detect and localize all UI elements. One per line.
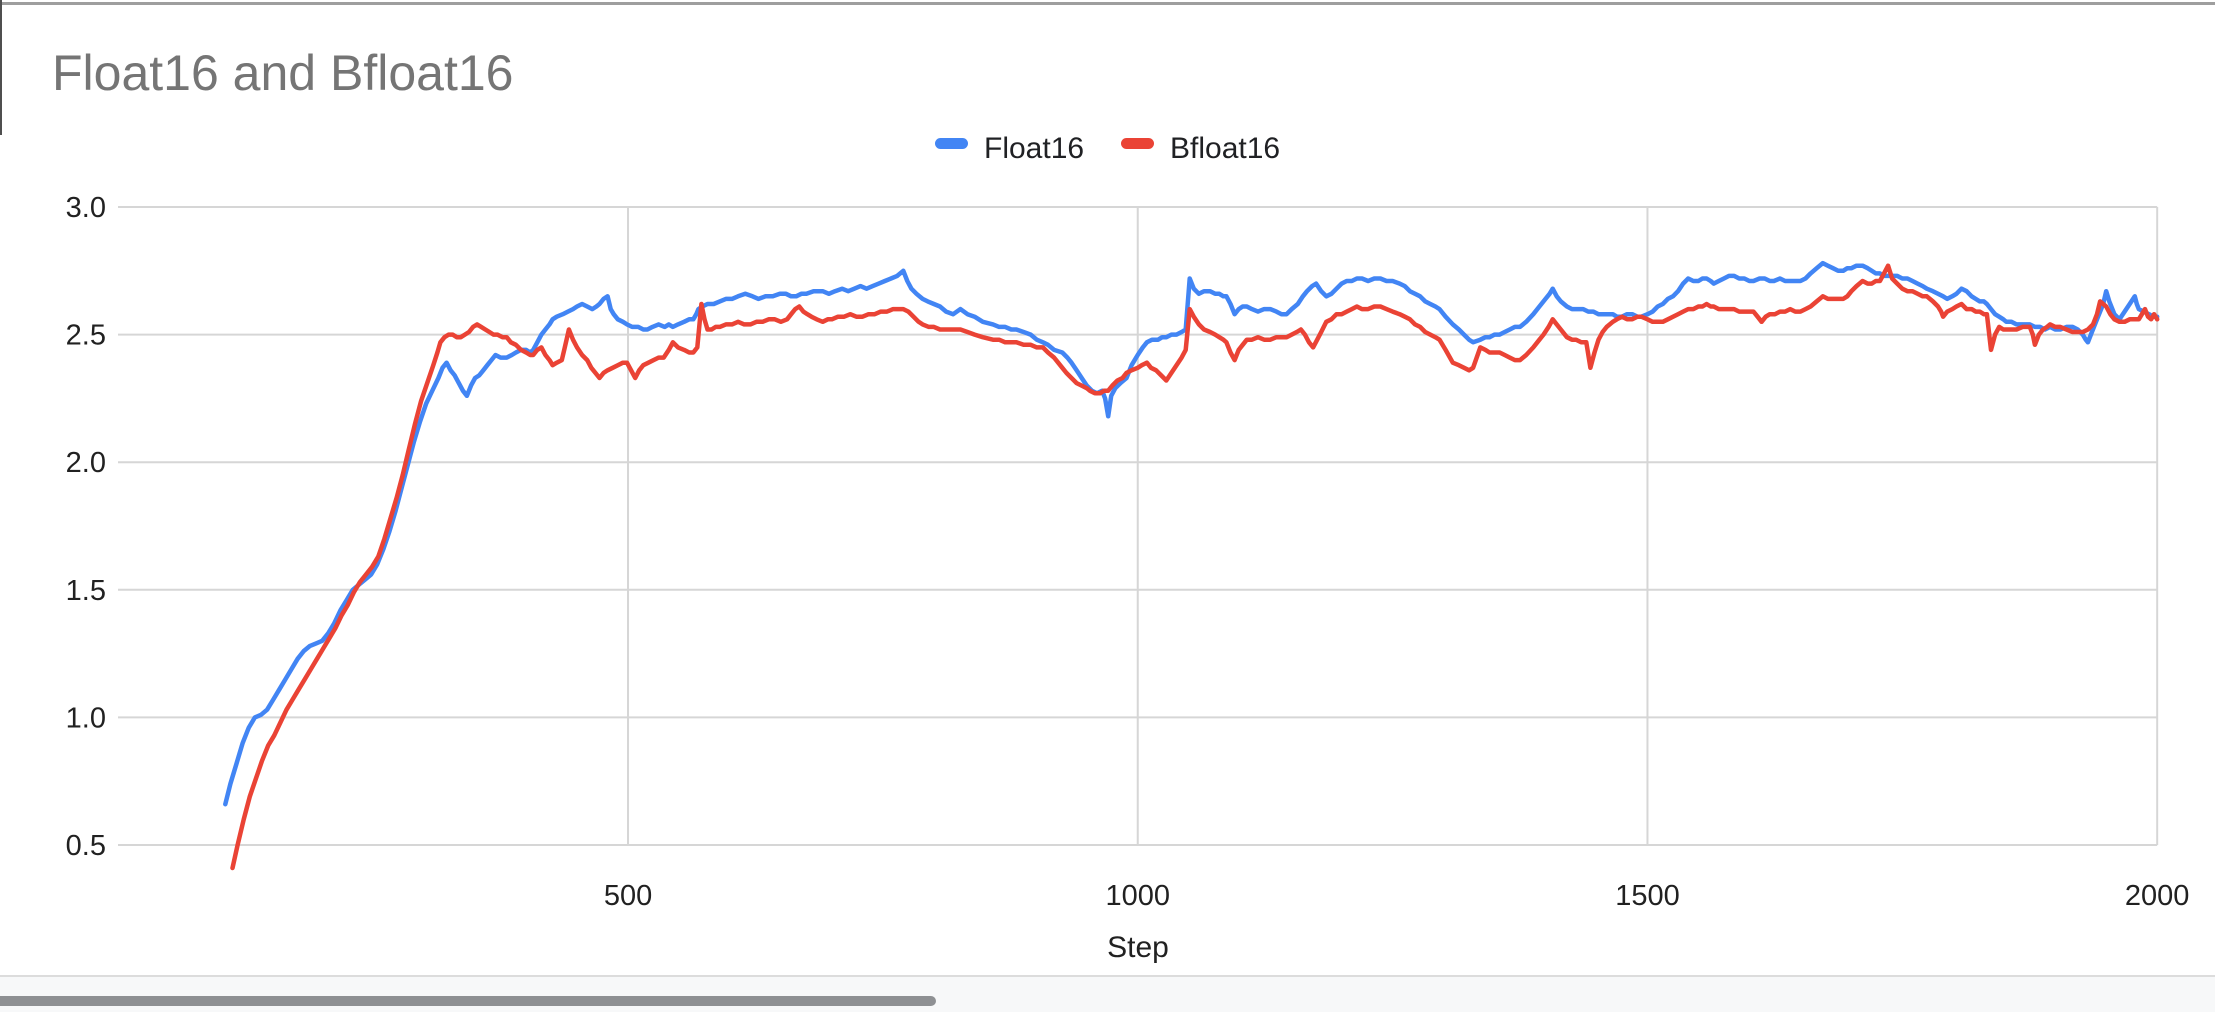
y-tick-label: 1.5	[66, 575, 106, 607]
x-axis-title: Step	[1107, 931, 1169, 964]
x-tick-label: 500	[604, 880, 652, 912]
legend-swatch-float16	[935, 138, 968, 149]
axis-tick-labels: 3.0 2.5 2.0 1.5 1.0 0.5 500 1000 1500 2000	[66, 192, 2190, 912]
y-tick-label: 3.0	[66, 192, 106, 224]
horizontal-scrollbar-thumb[interactable]	[0, 996, 936, 1006]
horizontal-scrollbar-track[interactable]	[0, 977, 2215, 1012]
chart-top-border	[0, 2, 2215, 5]
legend: Float16 Bfloat16	[935, 132, 1280, 165]
legend-label-bfloat16: Bfloat16	[1170, 132, 1280, 165]
y-tick-label: 2.0	[66, 447, 106, 479]
chart-title: Float16 and Bfloat16	[52, 45, 513, 101]
legend-label-float16: Float16	[984, 132, 1084, 165]
x-tick-label: 1500	[1615, 880, 1680, 912]
y-tick-label: 2.5	[66, 320, 106, 352]
y-tick-label: 1.0	[66, 702, 106, 734]
y-tick-label: 0.5	[66, 830, 106, 862]
series-line-float16	[223, 260, 2160, 807]
series-line-bfloat16	[230, 263, 2160, 871]
scrollbar-divider	[0, 975, 2215, 977]
series-lines	[223, 260, 2160, 871]
legend-swatch-bfloat16	[1121, 138, 1154, 149]
x-tick-label: 2000	[2125, 880, 2190, 912]
gridlines	[118, 206, 2159, 846]
window-left-edge	[0, 0, 2, 135]
x-tick-label: 1000	[1105, 880, 1170, 912]
